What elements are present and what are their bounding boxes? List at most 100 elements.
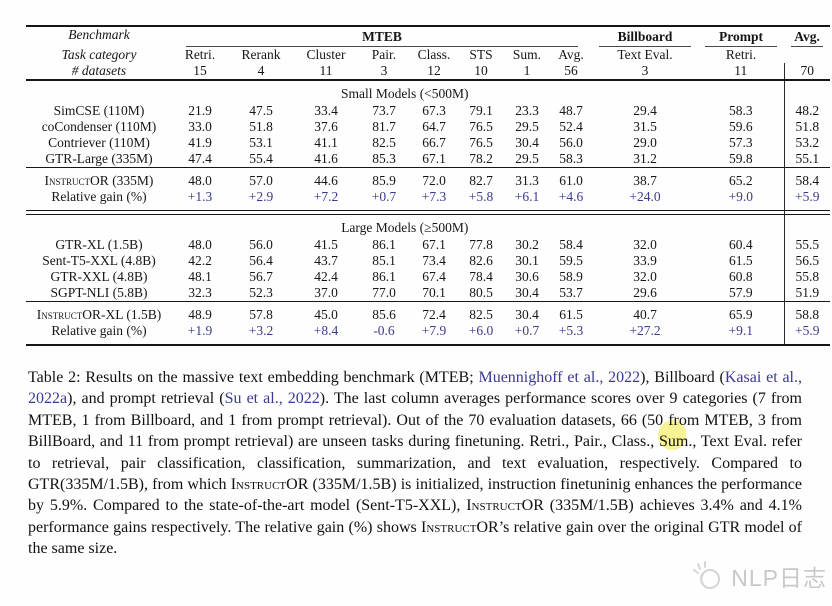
value-cell: 32.0: [633, 237, 657, 252]
value-cell: 57.0: [249, 172, 273, 188]
value-cell: 78.4: [469, 269, 493, 284]
double-rule: [26, 210, 831, 215]
value-cell: 30.1: [515, 253, 539, 268]
value-cell: 77.0: [372, 285, 396, 300]
value-cell: 29.5: [515, 151, 539, 166]
value-cell: 60.8: [728, 269, 753, 284]
relative-gain-value: +6.1: [514, 189, 540, 204]
value-cell: 58.8: [783, 301, 831, 323]
value-cell: 42.4: [314, 269, 338, 284]
value-cell: 59.8: [728, 151, 753, 166]
value-cell: 32.0: [633, 269, 657, 284]
value-cell: 61.5: [728, 253, 753, 268]
header-row-benchmark: Benchmark MTEB Billboard Prompt Avg.: [26, 26, 830, 47]
value-cell: 37.6: [314, 119, 338, 134]
value-cell: 31.3: [515, 172, 539, 188]
column-header: Avg.: [558, 47, 584, 62]
value-cell: 33.4: [314, 103, 338, 118]
results-table: Benchmark MTEB Billboard Prompt Avg. Tas…: [26, 25, 831, 346]
value-cell: 41.1: [314, 135, 338, 150]
value-cell: 40.7: [633, 306, 657, 322]
relative-gain-value: +7.2: [313, 189, 339, 204]
group-billboard: Billboard: [592, 26, 698, 47]
model-row: coCondenser (110M) 33.0 51.8 37.6 81.7 6…: [26, 119, 831, 135]
value-cell: 56.0: [559, 135, 583, 150]
section-row-large: Large Models (≥500M): [26, 214, 831, 237]
value-cell: 82.7: [469, 172, 493, 188]
instructor-size: (335M): [108, 172, 154, 188]
value-cell: 48.0: [188, 172, 212, 188]
value-cell: 77.8: [469, 237, 493, 252]
column-header: STS: [469, 47, 493, 62]
double-rule-line: [26, 210, 785, 215]
section-label: Large Models (≥500M): [341, 220, 469, 235]
value-cell: 85.1: [372, 253, 396, 268]
benchmark-header: Benchmark: [68, 27, 130, 42]
watermark: NLP日志: [688, 559, 827, 593]
value-cell: 56.0: [249, 237, 273, 252]
value-cell: 73.7: [372, 103, 396, 118]
relative-gain-value: +0.7: [514, 323, 540, 338]
relative-gain-value: +3.2: [248, 323, 274, 338]
value-cell: 86.1: [372, 269, 396, 284]
value-cell: 48.2: [783, 103, 831, 119]
dataset-count: 11: [319, 63, 333, 78]
value-cell: 38.7: [633, 172, 657, 188]
value-cell: 33.9: [633, 253, 657, 268]
value-cell: 73.4: [422, 253, 446, 268]
column-header: Pair.: [371, 47, 397, 62]
dataset-count-total: 70: [783, 63, 831, 80]
megaphone-hand-icon: [688, 560, 726, 592]
value-cell: 67.3: [422, 103, 446, 118]
value-cell: 58.9: [559, 269, 583, 284]
citation-link[interactable]: Kasai et al., 2022a: [28, 369, 803, 408]
value-cell: 51.9: [783, 285, 831, 302]
group-billboard-label: Billboard: [599, 29, 692, 47]
datasets-label: # datasets: [71, 63, 127, 78]
relative-gain-value: +5.9: [783, 189, 831, 211]
value-cell: 30.4: [515, 135, 539, 150]
value-cell: 78.2: [469, 151, 493, 166]
value-cell: 58.3: [559, 151, 583, 166]
relative-gain-value: +2.9: [248, 189, 274, 204]
value-cell: 55.4: [249, 151, 273, 166]
value-cell: 66.7: [422, 135, 446, 150]
value-cell: 85.3: [372, 151, 396, 166]
value-cell: 53.2: [783, 135, 831, 151]
value-cell: 33.0: [188, 119, 212, 134]
relative-gain-value: +6.0: [468, 323, 494, 338]
model-name-cell: GTR-Large (335M): [45, 151, 153, 166]
value-cell: 55.8: [783, 269, 831, 285]
relative-gain-value: -0.6: [373, 323, 395, 338]
value-cell: 85.9: [372, 172, 396, 188]
dataset-count: 4: [257, 63, 265, 78]
value-cell: 86.1: [372, 237, 396, 252]
dataset-count: 15: [193, 63, 207, 78]
value-cell: 59.5: [559, 253, 583, 268]
value-cell: 21.9: [188, 103, 212, 118]
dataset-count: 3: [380, 63, 388, 78]
citation-link[interactable]: Muennighoff et al., 2022: [478, 369, 641, 386]
relative-gain-value: +9.1: [728, 323, 754, 338]
value-cell: 51.8: [783, 119, 831, 135]
value-cell: 70.1: [422, 285, 446, 300]
instructor-name: InstructOR: [466, 497, 544, 515]
value-cell: 45.0: [314, 306, 338, 322]
value-cell: 76.5: [469, 135, 493, 150]
value-cell: 30.6: [515, 269, 539, 284]
value-cell: 67.1: [422, 151, 446, 166]
citation-link[interactable]: Su et al., 2022: [224, 390, 320, 408]
caption-text: ), Billboard (: [640, 369, 725, 386]
relative-gain-value: +8.4: [313, 323, 339, 338]
value-cell: 53.7: [559, 285, 583, 300]
value-cell: 61.5: [559, 306, 583, 322]
spacer-cell: [783, 214, 831, 237]
model-name-cell: GTR-XL (1.5B): [55, 237, 143, 252]
column-header: Sum.: [512, 47, 542, 62]
value-cell: 58.3: [728, 103, 753, 118]
table-caption: Table 2: Results on the massive text emb…: [28, 367, 802, 560]
relative-gain-value: +9.0: [728, 189, 754, 204]
instructor-size: -XL (1.5B): [101, 306, 162, 322]
value-cell: 29.5: [515, 119, 539, 134]
